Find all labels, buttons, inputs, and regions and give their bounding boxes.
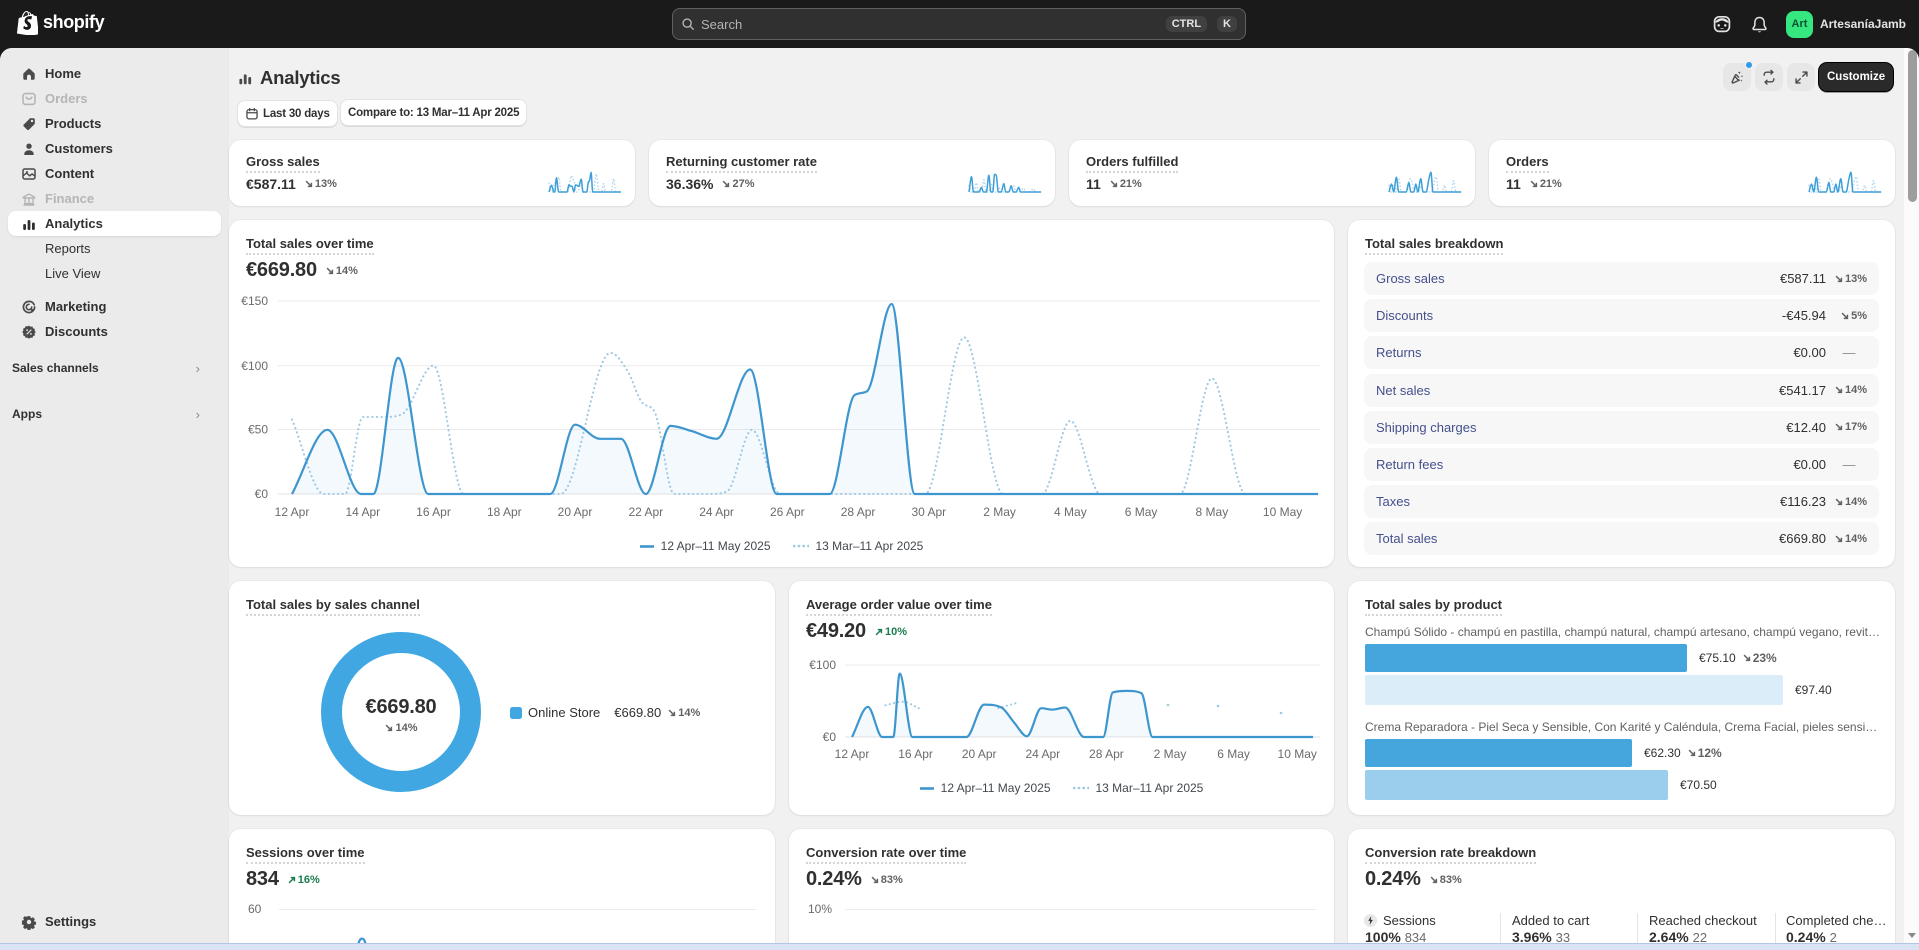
- svg-text:6 May: 6 May: [1217, 747, 1250, 761]
- svg-text:16 Apr: 16 Apr: [416, 505, 451, 519]
- svg-text:€50: €50: [248, 423, 268, 437]
- svg-text:€0: €0: [823, 730, 837, 744]
- svg-text:€100: €100: [809, 658, 836, 672]
- svg-text:12 Apr: 12 Apr: [275, 505, 310, 519]
- svg-text:30 Apr: 30 Apr: [911, 505, 946, 519]
- svg-text:€100: €100: [241, 359, 268, 373]
- svg-text:24 Apr: 24 Apr: [1025, 747, 1060, 761]
- svg-text:2 May: 2 May: [1154, 747, 1187, 761]
- svg-text:10 May: 10 May: [1263, 505, 1302, 519]
- svg-text:14 Apr: 14 Apr: [345, 505, 380, 519]
- svg-text:24 Apr: 24 Apr: [699, 505, 734, 519]
- svg-text:20 Apr: 20 Apr: [962, 747, 997, 761]
- svg-text:20 Apr: 20 Apr: [558, 505, 593, 519]
- svg-text:6 May: 6 May: [1125, 505, 1158, 519]
- svg-text:€150: €150: [241, 294, 268, 308]
- svg-text:26 Apr: 26 Apr: [770, 505, 805, 519]
- svg-text:2 May: 2 May: [983, 505, 1016, 519]
- svg-text:18 Apr: 18 Apr: [487, 505, 522, 519]
- svg-text:28 Apr: 28 Apr: [841, 505, 876, 519]
- svg-text:4 May: 4 May: [1054, 505, 1087, 519]
- svg-text:8 May: 8 May: [1196, 505, 1229, 519]
- svg-text:10 May: 10 May: [1278, 747, 1317, 761]
- svg-text:16 Apr: 16 Apr: [898, 747, 933, 761]
- svg-text:12 Apr: 12 Apr: [835, 747, 870, 761]
- svg-text:€0: €0: [255, 487, 269, 501]
- svg-text:22 Apr: 22 Apr: [628, 505, 663, 519]
- svg-text:28 Apr: 28 Apr: [1089, 747, 1124, 761]
